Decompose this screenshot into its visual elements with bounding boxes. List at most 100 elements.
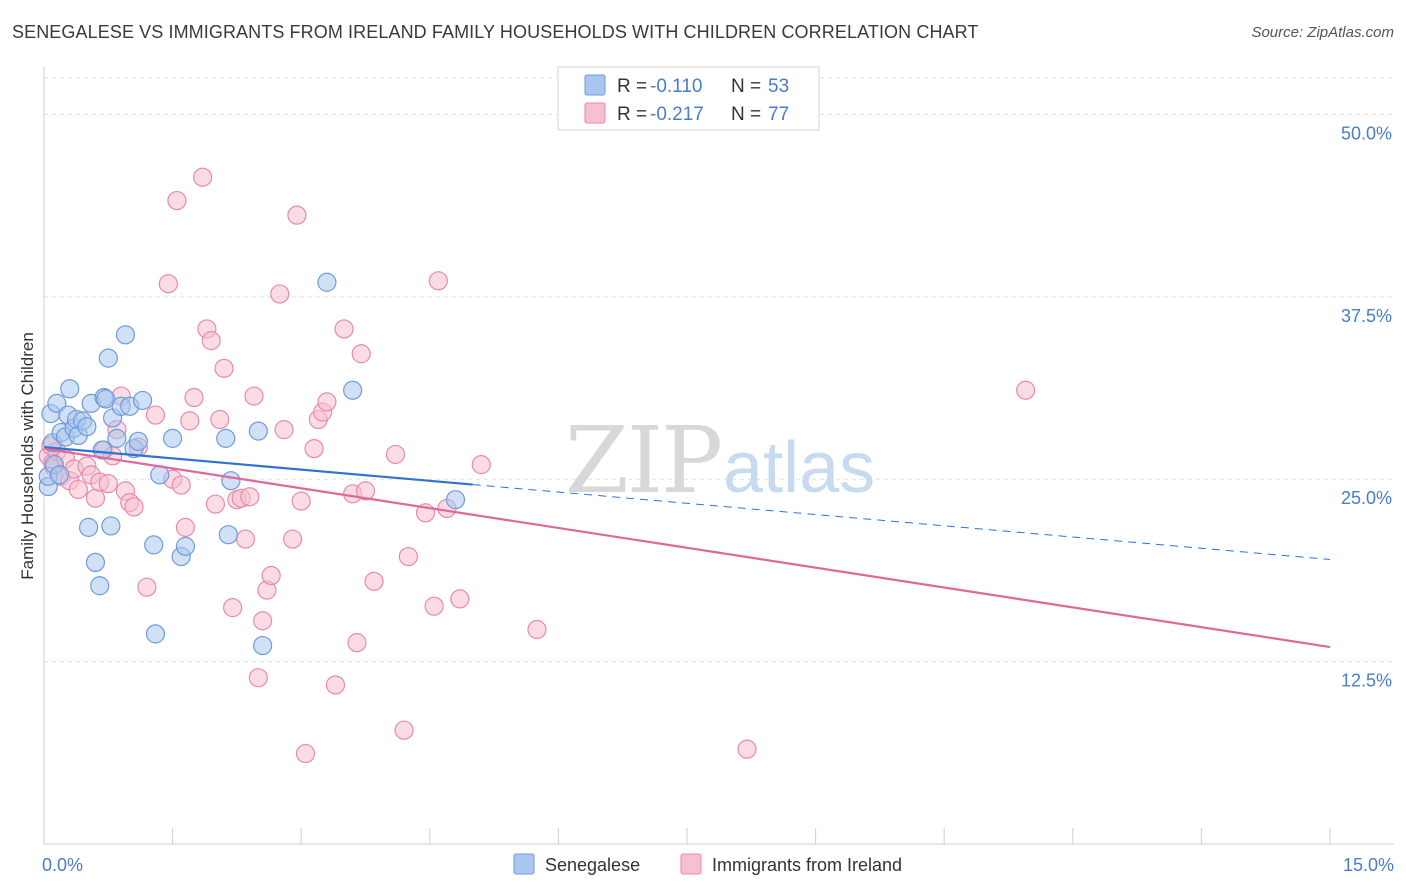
legend-swatch [584,74,606,96]
x-tick-label: 15.0% [1343,855,1394,875]
legend-r-label: R = [617,76,647,97]
data-point [60,379,80,399]
data-point [49,465,70,485]
legend-r-value: -0.217 [650,104,704,125]
data-point [167,190,187,211]
data-point [527,619,547,640]
data-point [253,611,273,631]
legend-r-value: -0.110 [650,76,702,97]
data-point [343,380,363,400]
data-point [98,474,118,494]
data-point [205,494,226,514]
data-point [334,319,354,339]
data-point [325,675,346,695]
data-point [304,438,324,459]
tick-labels: 12.5% 25.0% 37.5% 50.0% 0.0% 15.0% [42,123,1394,875]
data-point [96,389,116,409]
trend-line-dashed [472,484,1331,560]
bottom-legend-label: Senegalese [545,855,640,875]
data-point [283,529,303,549]
data-point [295,743,316,764]
data-point [77,417,97,437]
chart-source: Source: ZipAtlas.com [1251,24,1394,41]
data-point [101,516,121,536]
data-point [171,475,191,495]
data-point [163,428,183,448]
data-point [274,420,294,440]
data-point [124,497,144,517]
legend-n-label: N = [731,104,761,125]
legend-n-value: 53 [768,76,789,97]
data-point [218,525,238,545]
data-point [253,635,273,656]
y-axis-label: Family Households with Children [18,332,37,580]
data-point [144,535,164,555]
data-point [85,488,106,508]
data-point [240,487,260,507]
data-point [291,491,311,511]
data-point [248,421,268,441]
trend-line-solid [43,447,1331,649]
data-point [471,455,491,475]
data-point [424,596,444,616]
stats-legend: R = -0.110 N = 53 R = -0.217 N = 77 [557,66,820,131]
series-immigrants-from-ireland [38,167,1036,764]
data-point [287,205,307,225]
data-point [115,325,136,345]
bottom-legend-label: Immigrants from Ireland [712,855,902,875]
watermark: ZIPatlas [565,407,875,514]
chart-title: SENEGALESE VS IMMIGRANTS FROM IRELAND FA… [12,22,979,42]
data-point [107,428,127,448]
data-point [270,284,290,304]
data-point [137,577,157,597]
y-tick-label: 37.5% [1341,306,1392,326]
data-point [175,517,196,537]
data-point [450,589,470,609]
data-point [150,465,170,485]
y-tick-label: 12.5% [1341,671,1392,691]
y-tick-label: 25.0% [1341,488,1392,508]
x-tick-label: 0.0% [42,855,83,875]
series-legend: Senegalese Immigrants from Ireland [513,853,902,875]
data-point [68,479,88,500]
bottom-legend-swatch [680,853,702,875]
data-point [47,393,67,413]
data-point [184,387,204,408]
data-point [317,272,337,292]
trend-line-solid [43,446,473,486]
data-point [128,431,148,451]
data-point [737,739,757,759]
data-point [1016,380,1036,400]
data-point [398,546,418,567]
data-point [248,668,268,688]
data-point [317,392,337,412]
grid-lines [44,77,1394,663]
legend-r-label: R = [617,104,647,125]
data-point [428,271,448,291]
data-point [223,598,243,618]
data-point [210,409,230,430]
data-point [132,390,153,411]
data-point [221,471,241,491]
data-point [244,386,264,406]
data-point [145,624,166,644]
data-point [347,633,367,653]
data-point [98,348,118,368]
data-point [394,720,414,740]
data-point [158,274,178,294]
data-point [78,517,99,537]
series-senegalese [38,272,466,656]
data-point [216,428,236,448]
trend-lines [43,446,1331,649]
legend-n-label: N = [731,76,761,97]
data-point [214,358,234,378]
data-point [351,344,371,364]
bottom-legend-swatch [513,853,535,875]
data-point [445,490,466,510]
data-point [175,536,196,556]
data-point [180,411,200,431]
y-tick-label: 50.0% [1341,123,1392,143]
legend-swatch [584,102,606,124]
data-point [145,405,166,425]
